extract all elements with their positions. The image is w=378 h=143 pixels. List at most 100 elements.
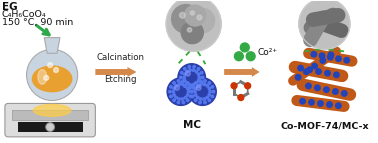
Circle shape (336, 56, 341, 61)
Ellipse shape (33, 66, 72, 92)
Circle shape (189, 78, 216, 105)
Circle shape (193, 65, 195, 68)
Polygon shape (44, 38, 60, 53)
Circle shape (212, 90, 215, 93)
FancyBboxPatch shape (12, 110, 88, 120)
Circle shape (184, 5, 206, 26)
Circle shape (208, 99, 211, 102)
Circle shape (191, 11, 195, 15)
Circle shape (172, 5, 200, 33)
Circle shape (298, 65, 303, 71)
Circle shape (208, 87, 211, 90)
Circle shape (201, 76, 204, 79)
Circle shape (304, 69, 309, 75)
Circle shape (200, 83, 202, 86)
Circle shape (194, 94, 197, 96)
Circle shape (311, 51, 317, 57)
Circle shape (306, 83, 311, 89)
Circle shape (191, 95, 194, 98)
Circle shape (195, 82, 198, 85)
Circle shape (188, 87, 191, 90)
Circle shape (181, 98, 184, 100)
Circle shape (173, 99, 175, 102)
Circle shape (231, 83, 237, 89)
Circle shape (307, 67, 312, 73)
Circle shape (327, 102, 332, 107)
Circle shape (240, 43, 249, 52)
Text: 150 °C, 90 min: 150 °C, 90 min (2, 18, 73, 27)
Circle shape (186, 87, 189, 90)
Circle shape (169, 90, 171, 93)
Ellipse shape (33, 104, 71, 116)
Circle shape (184, 80, 186, 82)
Circle shape (197, 85, 199, 87)
Circle shape (189, 84, 191, 86)
Circle shape (206, 96, 208, 99)
Circle shape (186, 70, 188, 73)
Circle shape (181, 22, 203, 44)
Circle shape (318, 101, 323, 106)
Circle shape (238, 95, 244, 101)
FancyArrow shape (95, 67, 136, 77)
Circle shape (200, 98, 202, 100)
Circle shape (325, 70, 330, 76)
Circle shape (324, 87, 329, 92)
Circle shape (186, 82, 188, 85)
Circle shape (186, 99, 189, 102)
Circle shape (328, 52, 334, 58)
Circle shape (197, 80, 200, 82)
Circle shape (175, 85, 177, 87)
Circle shape (208, 94, 211, 96)
Text: C₄H₆CoO₄: C₄H₆CoO₄ (2, 10, 46, 19)
Circle shape (209, 90, 211, 93)
Circle shape (211, 86, 214, 88)
Text: Co²⁺: Co²⁺ (257, 48, 278, 57)
Circle shape (245, 83, 251, 89)
Circle shape (191, 90, 193, 93)
Circle shape (186, 82, 189, 84)
Circle shape (200, 81, 203, 84)
Circle shape (187, 90, 190, 93)
Circle shape (208, 82, 211, 84)
Circle shape (196, 85, 201, 90)
Circle shape (333, 89, 338, 94)
Circle shape (199, 101, 201, 104)
Circle shape (173, 87, 175, 90)
Circle shape (295, 75, 301, 80)
Circle shape (177, 101, 180, 104)
Circle shape (44, 75, 49, 80)
Text: EG: EG (2, 2, 18, 12)
Circle shape (188, 65, 191, 68)
Circle shape (189, 69, 191, 71)
Circle shape (180, 76, 182, 79)
Circle shape (197, 96, 199, 99)
Circle shape (178, 83, 180, 86)
Circle shape (48, 63, 53, 68)
Circle shape (194, 90, 196, 93)
Circle shape (195, 70, 198, 73)
Circle shape (234, 52, 243, 61)
Circle shape (177, 80, 180, 82)
Circle shape (193, 87, 195, 90)
FancyBboxPatch shape (5, 103, 95, 137)
Circle shape (246, 52, 255, 61)
Circle shape (189, 95, 192, 98)
Circle shape (184, 73, 186, 76)
Text: Calcination: Calcination (96, 53, 144, 62)
Circle shape (172, 90, 175, 93)
Circle shape (183, 76, 185, 79)
Text: MC: MC (183, 120, 201, 130)
Circle shape (211, 95, 214, 98)
Circle shape (175, 96, 177, 99)
Circle shape (199, 80, 201, 82)
FancyBboxPatch shape (18, 122, 82, 132)
Circle shape (189, 86, 192, 88)
Circle shape (167, 78, 195, 105)
Circle shape (184, 85, 187, 87)
Circle shape (26, 49, 77, 101)
Circle shape (170, 86, 172, 88)
Circle shape (197, 85, 200, 87)
Circle shape (166, 0, 221, 51)
Circle shape (344, 57, 350, 63)
Circle shape (203, 98, 205, 100)
